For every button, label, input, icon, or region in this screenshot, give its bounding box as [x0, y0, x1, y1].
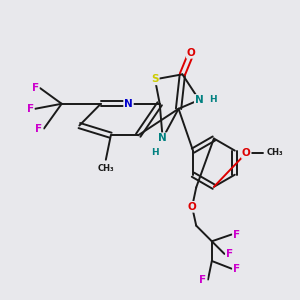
Text: N: N	[124, 99, 133, 109]
Text: F: F	[35, 124, 43, 134]
Text: F: F	[27, 104, 34, 114]
Text: O: O	[187, 48, 196, 58]
Text: F: F	[233, 264, 240, 274]
Text: H: H	[152, 148, 159, 157]
Text: N: N	[158, 133, 167, 143]
Text: O: O	[188, 202, 197, 212]
Text: F: F	[233, 230, 240, 239]
Text: S: S	[151, 74, 159, 84]
Text: H: H	[209, 94, 217, 103]
Text: CH₃: CH₃	[98, 164, 114, 173]
Text: N: N	[195, 95, 203, 105]
Text: F: F	[226, 249, 233, 259]
Text: CH₃: CH₃	[266, 148, 283, 158]
Text: F: F	[200, 274, 206, 285]
Text: O: O	[242, 148, 251, 158]
Text: F: F	[32, 83, 39, 93]
